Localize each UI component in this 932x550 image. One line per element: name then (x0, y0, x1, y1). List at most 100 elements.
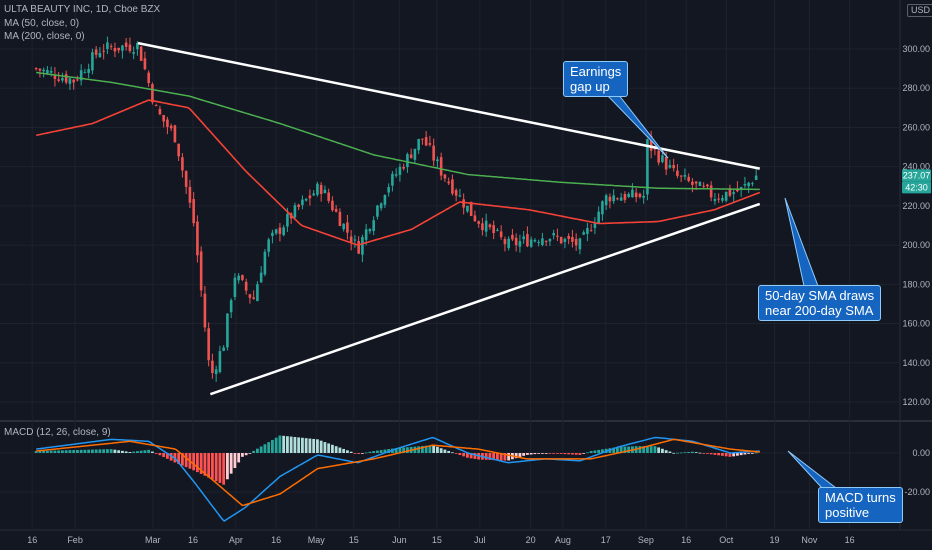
macd-bar (507, 453, 511, 461)
macd-bar (751, 453, 754, 454)
candle-body (398, 166, 402, 175)
sma-callout: 50-day SMA draws near 200-day SMA (758, 285, 882, 321)
candle-body (481, 223, 484, 231)
macd-bar (679, 452, 683, 454)
candle-body (582, 232, 585, 235)
macd-bar (72, 450, 76, 453)
candle-body (616, 198, 619, 200)
macd-bar (544, 453, 548, 454)
macd-bar (526, 453, 529, 455)
x-tick-label: May (308, 535, 326, 545)
macd-bar (361, 453, 364, 454)
macd-bar (304, 438, 308, 453)
candle-body (79, 70, 83, 81)
candle-body (42, 69, 45, 72)
candle-body (668, 165, 672, 168)
macd-bar (102, 449, 106, 453)
x-tick-label: 19 (770, 535, 780, 545)
macd-bar (728, 453, 732, 457)
macd-bar (571, 453, 574, 455)
candle-body (64, 74, 68, 83)
candle-body (563, 238, 567, 242)
candle-body (72, 79, 75, 83)
macd-bar (113, 449, 117, 453)
candle-body (417, 138, 420, 151)
last-price-badge: 237.07 (903, 170, 931, 180)
candle-body (192, 199, 195, 224)
candle-body (533, 239, 537, 242)
macd-bar (398, 447, 402, 453)
candle-body (694, 181, 698, 184)
candle-body (94, 49, 98, 55)
macd-bar (267, 442, 271, 453)
candle-body (323, 189, 327, 194)
macd-bar (128, 452, 132, 453)
macd-bar (612, 447, 616, 453)
macd-bar (259, 446, 263, 453)
macd-bar (383, 449, 387, 453)
macd-bar (98, 449, 102, 453)
macd-bar (252, 450, 256, 453)
macd-bar (278, 435, 282, 453)
candle-body (627, 193, 630, 197)
macd-bar (319, 440, 323, 453)
macd-bar (68, 450, 72, 453)
y-tick-label: 240.00 (902, 162, 930, 172)
candle-body (87, 69, 90, 73)
macd-bar (147, 449, 151, 453)
macd-bar (289, 436, 293, 453)
macd-bar (488, 453, 492, 460)
macd-bar (94, 449, 98, 453)
candle-body (601, 201, 604, 215)
candle-body (203, 293, 207, 328)
candle-body (154, 105, 158, 107)
candle-body (226, 313, 229, 348)
candle-body (316, 183, 319, 195)
candle-body (676, 170, 679, 176)
macd-bar (646, 446, 649, 453)
macd-bar (91, 449, 94, 453)
macd-bar (132, 451, 136, 453)
macd-bar (706, 453, 709, 454)
macd-bar (578, 453, 582, 455)
macd-bar (623, 446, 627, 453)
macd-bar (586, 452, 589, 454)
macd-bar (683, 452, 687, 454)
macd-bar (462, 453, 466, 457)
currency-badge[interactable]: USD (907, 4, 932, 17)
macd-bar (76, 449, 79, 453)
macd-bar (454, 453, 458, 454)
x-tick-label: 16 (845, 535, 855, 545)
candle-body (511, 234, 514, 240)
macd-bar (717, 453, 721, 456)
macd-bar (597, 449, 601, 453)
candle-body (552, 232, 555, 236)
macd-bar (214, 453, 218, 482)
candle-body (706, 184, 709, 187)
candle-body (132, 52, 135, 54)
macd-bar (327, 443, 331, 453)
candle-body (244, 281, 248, 291)
macd-bar (743, 453, 747, 455)
candle-body (702, 185, 705, 187)
macd-bar (34, 451, 38, 453)
macd-bar (503, 453, 507, 461)
candle-body (301, 199, 304, 206)
y-tick-label: 280.00 (902, 83, 930, 93)
candle-body (158, 108, 162, 115)
macd-bar (57, 450, 61, 453)
candle-body (661, 155, 664, 163)
macd-bar (282, 435, 286, 453)
macd-bar (379, 450, 383, 453)
macd-bar (342, 448, 346, 453)
candle-body (477, 221, 480, 224)
macd-bar (559, 453, 563, 454)
macd-bar (492, 453, 496, 461)
macd-bar (466, 453, 469, 458)
candle-body (229, 300, 233, 313)
macd-bar (211, 453, 214, 480)
candle-body (672, 165, 675, 169)
x-tick-label: Feb (67, 535, 83, 545)
x-tick-label: 15 (432, 535, 442, 545)
x-tick-label: Apr (229, 535, 243, 545)
